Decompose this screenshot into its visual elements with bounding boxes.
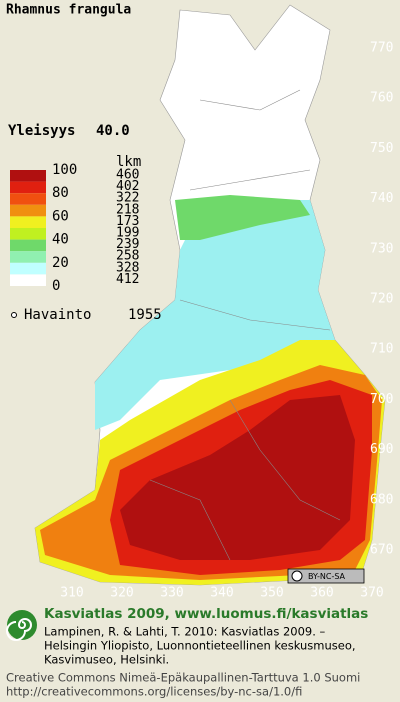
- easting-label: 340: [210, 586, 233, 601]
- legend-count: 322: [116, 191, 139, 206]
- observation-marker: [11, 312, 17, 318]
- northing-label: 690: [370, 442, 393, 457]
- legend-swatch: [10, 262, 46, 275]
- legend-swatch: [10, 251, 46, 263]
- legend-count: 402: [116, 179, 139, 194]
- frequency-value: 40.0: [96, 123, 130, 139]
- northing-label: 760: [370, 91, 393, 106]
- legend-swatch: [10, 239, 46, 252]
- legend-count: 328: [116, 260, 139, 275]
- frequency-label: Yleisyys: [8, 123, 75, 139]
- logo: [6, 610, 37, 641]
- northing-label: 670: [370, 543, 393, 558]
- legend-swatch: [10, 274, 46, 286]
- zone-green: [175, 195, 310, 240]
- northing-label: 710: [370, 342, 393, 357]
- easting-label: 350: [260, 586, 283, 601]
- zone-darkred: [120, 395, 355, 560]
- northing-label: 750: [370, 141, 393, 156]
- cc-icon: [291, 570, 303, 582]
- legend: 100 80 60 40 20 0 lkm4604023222181731992392583…: [10, 154, 141, 294]
- northing-label: 730: [370, 241, 393, 256]
- license-line: http://creativecommons.org/licenses/by-n…: [6, 685, 302, 699]
- grid-labels: 770 760 750 740 730 720 710 700 690 680 670 310 320 3…: [60, 41, 393, 601]
- observation-label: Havainto: [24, 307, 91, 323]
- northing-label: 770: [370, 41, 393, 56]
- legend-swatch: [10, 216, 46, 228]
- observation-year: 1955: [128, 307, 162, 323]
- legend-count: 258: [116, 249, 139, 264]
- legend-count: 199: [116, 226, 139, 241]
- legend-swatch: [10, 181, 46, 194]
- legend-count: 239: [116, 237, 139, 252]
- legend-scale-label: 80: [52, 185, 69, 201]
- easting-label: 370: [360, 586, 383, 601]
- license-line: Creative Commons Nimeä-Epäkaupallinen-Ta…: [6, 671, 360, 685]
- legend-swatch: [10, 170, 46, 182]
- legend-scale-label: 40: [52, 232, 69, 248]
- easting-label: 360: [310, 586, 333, 601]
- legend-count: 460: [116, 168, 139, 183]
- legend-swatch: [10, 204, 46, 217]
- footer-heading: Kasviatlas 2009, www.luomus.fi/kasviatla…: [44, 606, 368, 622]
- legend-swatch: [10, 228, 46, 240]
- map: [34, 4, 386, 586]
- legend-swatch: [10, 193, 46, 205]
- legend-count: 173: [116, 214, 139, 229]
- easting-label: 320: [110, 586, 133, 601]
- legend-count: 412: [116, 272, 139, 287]
- license-badge: [287, 568, 365, 584]
- citation-line: Helsingin Yliopisto, Luonnontieteellinen…: [44, 639, 356, 653]
- zone-cyan: [95, 200, 335, 430]
- license-badge-text: BY-NC-SA: [308, 572, 346, 581]
- legend-scale-label: 100: [52, 162, 77, 178]
- northing-label: 700: [370, 392, 393, 407]
- legend-count-header: lkm: [116, 154, 141, 170]
- easting-label: 310: [60, 586, 83, 601]
- region-borders: [149, 89, 341, 561]
- legend-scale-label: 20: [52, 255, 69, 271]
- species-title: Rhamnus frangula: [6, 3, 131, 18]
- legend-scale-label: 0: [52, 278, 60, 294]
- citation-line: Lampinen, R. & Lahti, T. 2010: Kasviatla…: [44, 625, 326, 639]
- easting-label: 330: [160, 586, 183, 601]
- legend-scale-label: 60: [52, 208, 69, 224]
- northing-label: 720: [370, 292, 393, 307]
- legend-count: 218: [116, 202, 139, 217]
- northing-label: 740: [370, 191, 393, 206]
- citation-line: Kasvimuseo, Helsinki.: [44, 653, 169, 667]
- northing-label: 680: [370, 492, 393, 507]
